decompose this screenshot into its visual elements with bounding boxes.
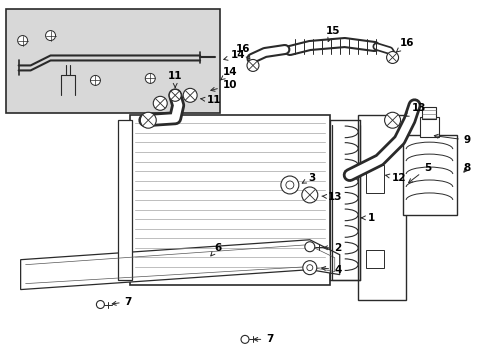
Text: 7: 7 [253, 334, 273, 345]
Bar [6, 9, 220, 113]
Circle shape [246, 59, 259, 71]
Text: 11: 11 [167, 71, 182, 87]
Circle shape [145, 73, 155, 84]
Bar [419, 117, 439, 137]
Circle shape [301, 187, 317, 203]
Bar [422, 107, 436, 119]
Bar [130, 115, 329, 285]
Bar [357, 115, 405, 300]
Circle shape [304, 242, 314, 252]
Text: 5: 5 [408, 163, 430, 183]
Circle shape [241, 336, 248, 343]
Text: 1: 1 [361, 213, 374, 223]
Circle shape [384, 112, 400, 128]
Text: 6: 6 [210, 243, 221, 256]
Circle shape [153, 96, 167, 110]
Text: 13: 13 [404, 103, 426, 116]
Bar [118, 120, 132, 280]
Text: 3: 3 [302, 173, 315, 183]
Polygon shape [20, 240, 339, 289]
Circle shape [302, 261, 316, 275]
Circle shape [183, 88, 197, 102]
Circle shape [18, 36, 27, 45]
Circle shape [140, 112, 156, 128]
Text: 12: 12 [385, 173, 406, 183]
Bar [365, 250, 383, 268]
Text: 11: 11 [201, 95, 221, 105]
Circle shape [280, 176, 298, 194]
Text: 7: 7 [112, 297, 132, 306]
Text: 16: 16 [235, 44, 250, 59]
Text: 4: 4 [321, 265, 341, 275]
Circle shape [96, 301, 104, 309]
Circle shape [45, 31, 56, 41]
Bar [365, 165, 383, 193]
Text: 8: 8 [463, 163, 470, 173]
Text: 14: 14 [224, 50, 245, 60]
Text: 13: 13 [321, 192, 341, 202]
Text: 15: 15 [325, 26, 339, 41]
Text: 9: 9 [433, 134, 470, 145]
Text: 2: 2 [323, 243, 341, 253]
Bar [402, 135, 456, 215]
Circle shape [90, 75, 100, 85]
Circle shape [386, 51, 398, 63]
Circle shape [169, 89, 181, 101]
Text: 10: 10 [210, 80, 237, 91]
Text: 16: 16 [395, 37, 414, 52]
Circle shape [285, 181, 293, 189]
Text: 14: 14 [220, 67, 237, 80]
Circle shape [306, 265, 312, 271]
